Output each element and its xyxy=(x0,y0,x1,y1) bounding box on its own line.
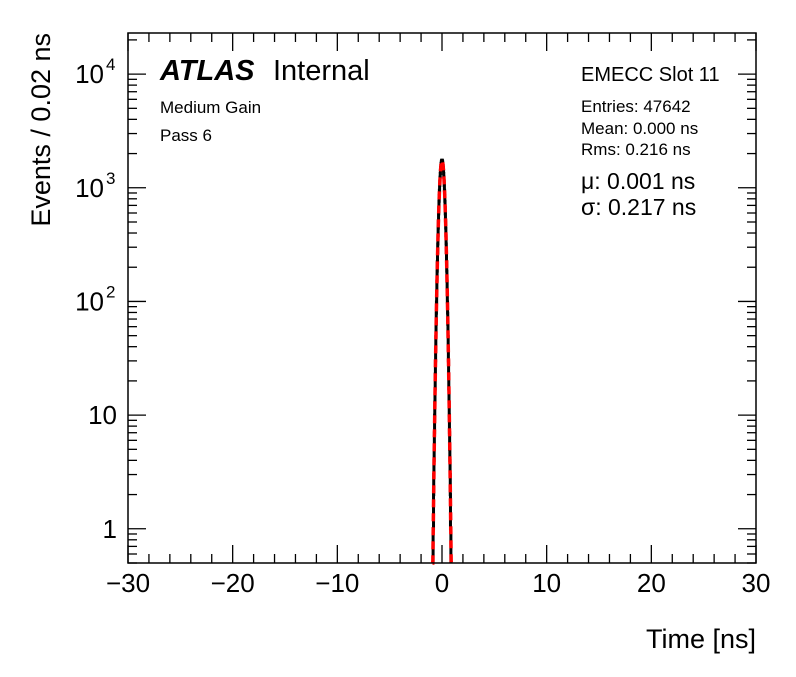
atlas-label: ATLAS xyxy=(159,55,255,87)
pass-label: Pass 6 xyxy=(160,126,212,145)
x-tick-label: 0 xyxy=(435,568,449,598)
x-tick-labels: −30 −20 −10 0 10 20 30 xyxy=(106,568,771,598)
y-tick-exponent: 4 xyxy=(106,55,115,74)
x-tick-label: 20 xyxy=(637,568,666,598)
y-tick-exponent: 2 xyxy=(106,282,115,301)
entries-stat: Entries: 47642 xyxy=(581,97,691,116)
fit-line xyxy=(431,158,453,565)
y-axis-label: Events / 0.02 ns xyxy=(26,33,56,227)
fit-mu: μ: 0.001 ns xyxy=(581,168,695,194)
x-tick-label: 10 xyxy=(532,568,561,598)
fit-series xyxy=(431,158,453,565)
y-tick-label: 10 xyxy=(75,173,104,203)
y-tick-label: 10 xyxy=(75,286,104,316)
x-tick-label: −20 xyxy=(211,568,255,598)
internal-label: Internal xyxy=(273,55,370,87)
x-tick-label: 30 xyxy=(742,568,771,598)
y-tick-label: 1 xyxy=(103,514,117,544)
x-tick-label: −10 xyxy=(315,568,359,598)
x-tick-label: −30 xyxy=(106,568,150,598)
gain-label: Medium Gain xyxy=(160,98,261,117)
y-tick-exponent: 3 xyxy=(106,169,115,188)
fit-sigma: σ: 0.217 ns xyxy=(581,194,696,220)
plot-frame xyxy=(127,32,757,564)
slot-label: EMECC Slot 11 xyxy=(581,64,720,86)
y-tick-label: 10 xyxy=(88,400,117,430)
x-axis-label: Time [ns] xyxy=(646,624,756,654)
mean-stat: Mean: 0.000 ns xyxy=(581,119,698,138)
rms-stat: Rms: 0.216 ns xyxy=(581,140,691,159)
y-tick-label: 10 xyxy=(75,59,104,89)
